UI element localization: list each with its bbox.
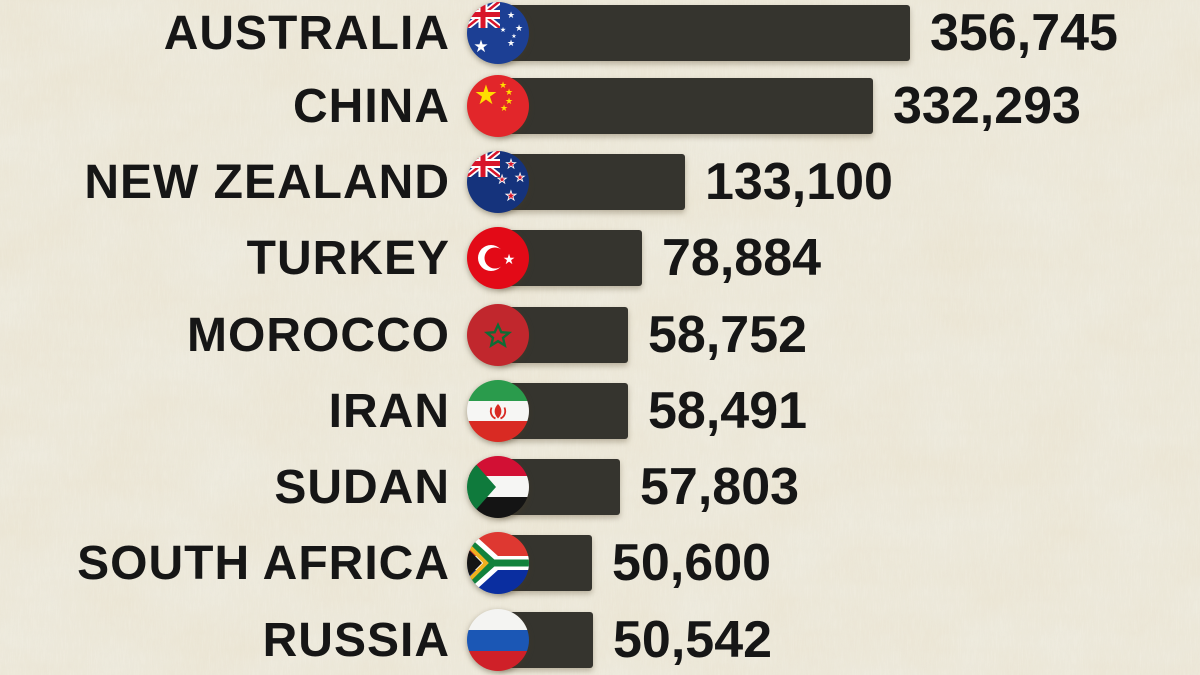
- russia-flag-icon: [467, 609, 529, 671]
- value-label: 58,491: [648, 382, 808, 440]
- value-label: 50,600: [612, 534, 772, 592]
- country-label: AUSTRALIA: [163, 6, 450, 60]
- country-label: IRAN: [328, 384, 450, 438]
- chart-row-russia: RUSSIA 50,542: [0, 608, 1200, 672]
- turkey-flag-icon: ★: [467, 227, 529, 289]
- country-label: SOUTH AFRICA: [77, 536, 450, 590]
- svg-text:★: ★: [500, 26, 506, 34]
- sudan-flag-icon: [467, 456, 529, 518]
- svg-text:★: ★: [499, 81, 507, 91]
- country-label: CHINA: [293, 79, 450, 133]
- value-label: 57,803: [640, 458, 800, 516]
- svg-text:★: ★: [503, 252, 516, 268]
- svg-text:★: ★: [505, 189, 517, 204]
- country-label: MOROCCO: [187, 308, 450, 362]
- svg-text:★: ★: [515, 171, 525, 184]
- country-label: NEW ZEALAND: [84, 155, 450, 209]
- value-label: 58,752: [648, 306, 808, 364]
- svg-text:★: ★: [505, 97, 513, 107]
- chart-row-australia: AUSTRALIA ★ ★ ★ ★ ★ ★ 356,745: [0, 1, 1200, 65]
- south-africa-flag-icon: [467, 532, 529, 594]
- chart-row-turkey: TURKEY ★ 78,884: [0, 226, 1200, 290]
- chart-row-sudan: SUDAN 57,803: [0, 455, 1200, 519]
- chart-row-morocco: MOROCCO 58,752: [0, 303, 1200, 367]
- svg-text:★: ★: [505, 88, 513, 98]
- country-label: TURKEY: [246, 231, 450, 285]
- country-label: SUDAN: [274, 460, 450, 514]
- chart-row-south-africa: SOUTH AFRICA 50,600: [0, 531, 1200, 595]
- chart-row-new-zealand: NEW ZEALAND ★ ★ ★ ★ 133,100: [0, 150, 1200, 214]
- country-label: RUSSIA: [262, 613, 450, 667]
- svg-text:★: ★: [474, 80, 498, 111]
- svg-text:★: ★: [507, 11, 515, 21]
- value-label: 332,293: [893, 77, 1081, 135]
- bar: [498, 154, 685, 210]
- svg-text:★: ★: [473, 37, 488, 57]
- svg-text:★: ★: [497, 173, 507, 186]
- svg-text:★: ★: [511, 33, 516, 40]
- value-label: 50,542: [613, 611, 773, 669]
- china-flag-icon: ★ ★ ★ ★ ★: [467, 75, 529, 137]
- value-label: 133,100: [705, 153, 893, 211]
- svg-text:★: ★: [506, 157, 517, 171]
- svg-text:★: ★: [507, 39, 515, 49]
- value-label: 78,884: [662, 229, 822, 287]
- iran-flag-icon: [467, 380, 529, 442]
- australia-flag-icon: ★ ★ ★ ★ ★ ★: [467, 2, 529, 64]
- svg-text:★: ★: [500, 104, 508, 114]
- new-zealand-flag-icon: ★ ★ ★ ★: [467, 151, 529, 213]
- bar: [498, 78, 873, 134]
- morocco-flag-icon: [467, 304, 529, 366]
- chart-row-iran: IRAN 58,491: [0, 379, 1200, 443]
- bar: [498, 5, 910, 61]
- svg-text:★: ★: [515, 24, 523, 34]
- chart-row-china: CHINA ★ ★ ★ ★ ★ 332,293: [0, 74, 1200, 138]
- value-label: 356,745: [930, 4, 1118, 62]
